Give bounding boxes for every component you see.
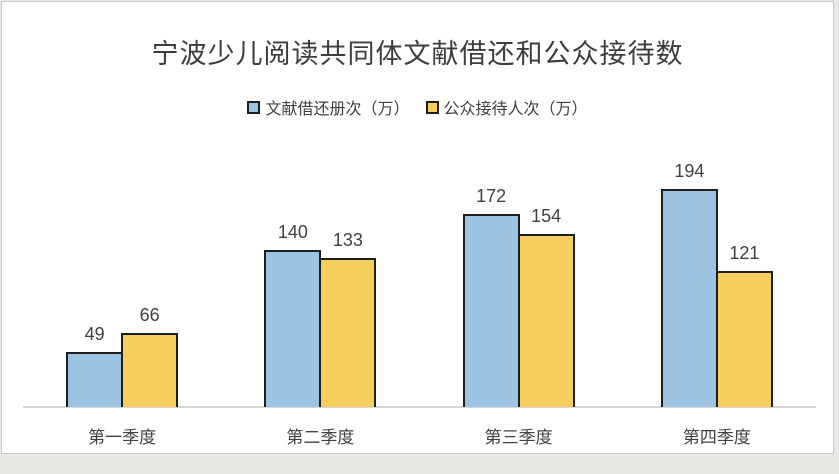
bar-unit-visitors-q3: 154 [517,206,575,407]
bar-borrow-q2 [264,250,322,407]
bar-value-label: 66 [139,305,160,325]
legend-swatch-yellow-icon [425,100,439,114]
bar-group-q3: 172 154 [420,186,618,407]
bar-unit-borrow-q4: 194 [660,161,718,407]
legend: 文献借还册次（万） 公众接待人次（万） [2,95,833,119]
bar-value-label: 49 [84,324,105,344]
legend-swatch-blue-icon [247,100,261,114]
x-axis-label-q2: 第二季度 [286,428,355,447]
x-axis-line [23,406,816,408]
bar-borrow-q1 [66,352,124,407]
x-axis-label-q4: 第四季度 [682,428,751,447]
bar-value-label: 154 [531,206,562,226]
bar-value-label: 121 [729,243,760,263]
bar-value-label: 133 [332,230,363,250]
legend-label-borrow: 文献借还册次（万） [265,101,410,118]
bar-group-q2: 140 133 [221,222,419,407]
bar-value-label: 172 [476,186,507,206]
legend-label-visitors: 公众接待人次（万） [443,101,588,118]
bar-group-q1: 49 66 [23,305,221,407]
bar-visitors-q4 [715,271,773,407]
bar-unit-borrow-q2: 140 [264,222,322,407]
x-axis-label-q3: 第三季度 [484,428,553,447]
bar-visitors-q3 [517,234,575,407]
bar-value-label: 194 [674,161,705,181]
x-axis-labels: 第一季度 第二季度 第三季度 第四季度 [23,417,816,447]
chart-title: 宁波少儿阅读共同体文献借还和公众接待数 [151,39,684,69]
bar-value-label: 140 [277,222,308,242]
bar-unit-visitors-q4: 121 [715,243,773,407]
bar-unit-visitors-q2: 133 [319,230,377,407]
bar-visitors-q2 [319,258,377,407]
bar-unit-visitors-q1: 66 [121,305,179,407]
x-axis-label-q1: 第一季度 [88,428,157,447]
bar-unit-borrow-q1: 49 [66,324,124,407]
bar-unit-borrow-q3: 172 [462,186,520,407]
legend-item-visitors: 公众接待人次（万） [425,95,588,119]
legend-item-borrow: 文献借还册次（万） [247,95,410,119]
chart-card: 宁波少儿阅读共同体文献借还和公众接待数 文献借还册次（万） 公众接待人次（万） … [1,1,834,454]
bar-visitors-q1 [121,333,179,407]
bar-borrow-q4 [660,189,718,407]
plot-area: 49 66 140 133 172 154 194 121 [23,161,816,407]
bar-group-q4: 194 121 [618,161,816,407]
bar-borrow-q3 [462,214,520,407]
